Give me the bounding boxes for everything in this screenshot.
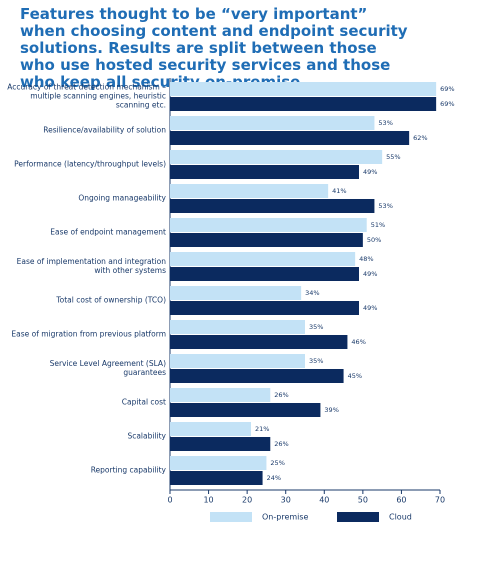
category-label: Total cost of ownership (TCO) (56, 295, 166, 305)
category-label: Capital cost (121, 397, 166, 407)
value-label: 26% (274, 440, 288, 448)
value-label: 39% (324, 406, 338, 414)
value-label: 62% (413, 134, 427, 142)
category-label: Resilience/availability of solution (43, 125, 166, 135)
x-tick-label: 20 (242, 496, 252, 505)
value-label: 46% (351, 338, 365, 346)
legend-label: On-premise (262, 513, 309, 522)
bar (170, 218, 367, 232)
value-label: 45% (348, 372, 362, 380)
x-tick-label: 0 (167, 496, 172, 505)
bar (170, 437, 271, 451)
bar (170, 422, 251, 436)
bar (170, 184, 329, 198)
legend-swatch (210, 512, 252, 522)
bar (170, 97, 437, 111)
legend-label: Cloud (389, 513, 412, 522)
category-label: Ease of endpoint management (50, 227, 166, 237)
bar (170, 456, 267, 470)
bar (170, 252, 356, 266)
value-label: 51% (371, 221, 385, 229)
bar (170, 403, 321, 417)
value-label: 49% (363, 304, 377, 312)
bar (170, 388, 271, 402)
bar (170, 165, 359, 179)
category-label: Service Level Agreement (SLA) guarantees (49, 359, 166, 377)
bar (170, 335, 348, 349)
bar (170, 131, 410, 145)
value-label: 34% (305, 289, 319, 297)
bar (170, 471, 263, 485)
bar (170, 267, 359, 281)
legend-swatch (337, 512, 379, 522)
x-tick-label: 60 (396, 496, 406, 505)
category-label: Performance (latency/throughput levels) (14, 159, 166, 169)
category-label: Ease of implementation and integration w… (16, 257, 166, 275)
category-label: Ongoing manageability (78, 193, 166, 203)
bar (170, 320, 305, 334)
category-label: Reporting capability (90, 465, 166, 475)
value-label: 24% (267, 474, 281, 482)
x-tick-label: 40 (319, 496, 329, 505)
value-label: 25% (270, 459, 284, 467)
value-label: 69% (440, 85, 454, 93)
value-label: 21% (255, 425, 269, 433)
bar (170, 82, 437, 96)
x-tick-label: 30 (281, 496, 291, 505)
bar (170, 116, 375, 130)
bar (170, 233, 363, 247)
chart-title: Features thought to be “very important” … (20, 5, 408, 91)
category-label: Ease of migration from previous platform (11, 329, 166, 339)
value-label: 69% (440, 100, 454, 108)
bar (170, 301, 359, 315)
value-label: 50% (367, 236, 381, 244)
bar (170, 369, 344, 383)
value-label: 53% (378, 202, 392, 210)
x-tick-label: 10 (203, 496, 213, 505)
value-label: 55% (386, 153, 400, 161)
value-label: 53% (378, 119, 392, 127)
value-label: 49% (363, 270, 377, 278)
bar (170, 199, 375, 213)
value-label: 26% (274, 391, 288, 399)
x-tick-label: 70 (435, 496, 445, 505)
category-label: Accuracy of threat detection mechanism –… (7, 82, 166, 110)
category-label: Scalability (127, 431, 166, 441)
value-label: 48% (359, 255, 373, 263)
value-label: 41% (332, 187, 346, 195)
bar (170, 286, 302, 300)
value-label: 49% (363, 168, 377, 176)
value-label: 35% (309, 323, 323, 331)
x-tick-label: 50 (358, 496, 368, 505)
bar (170, 354, 305, 368)
bar (170, 150, 383, 164)
value-label: 35% (309, 357, 323, 365)
